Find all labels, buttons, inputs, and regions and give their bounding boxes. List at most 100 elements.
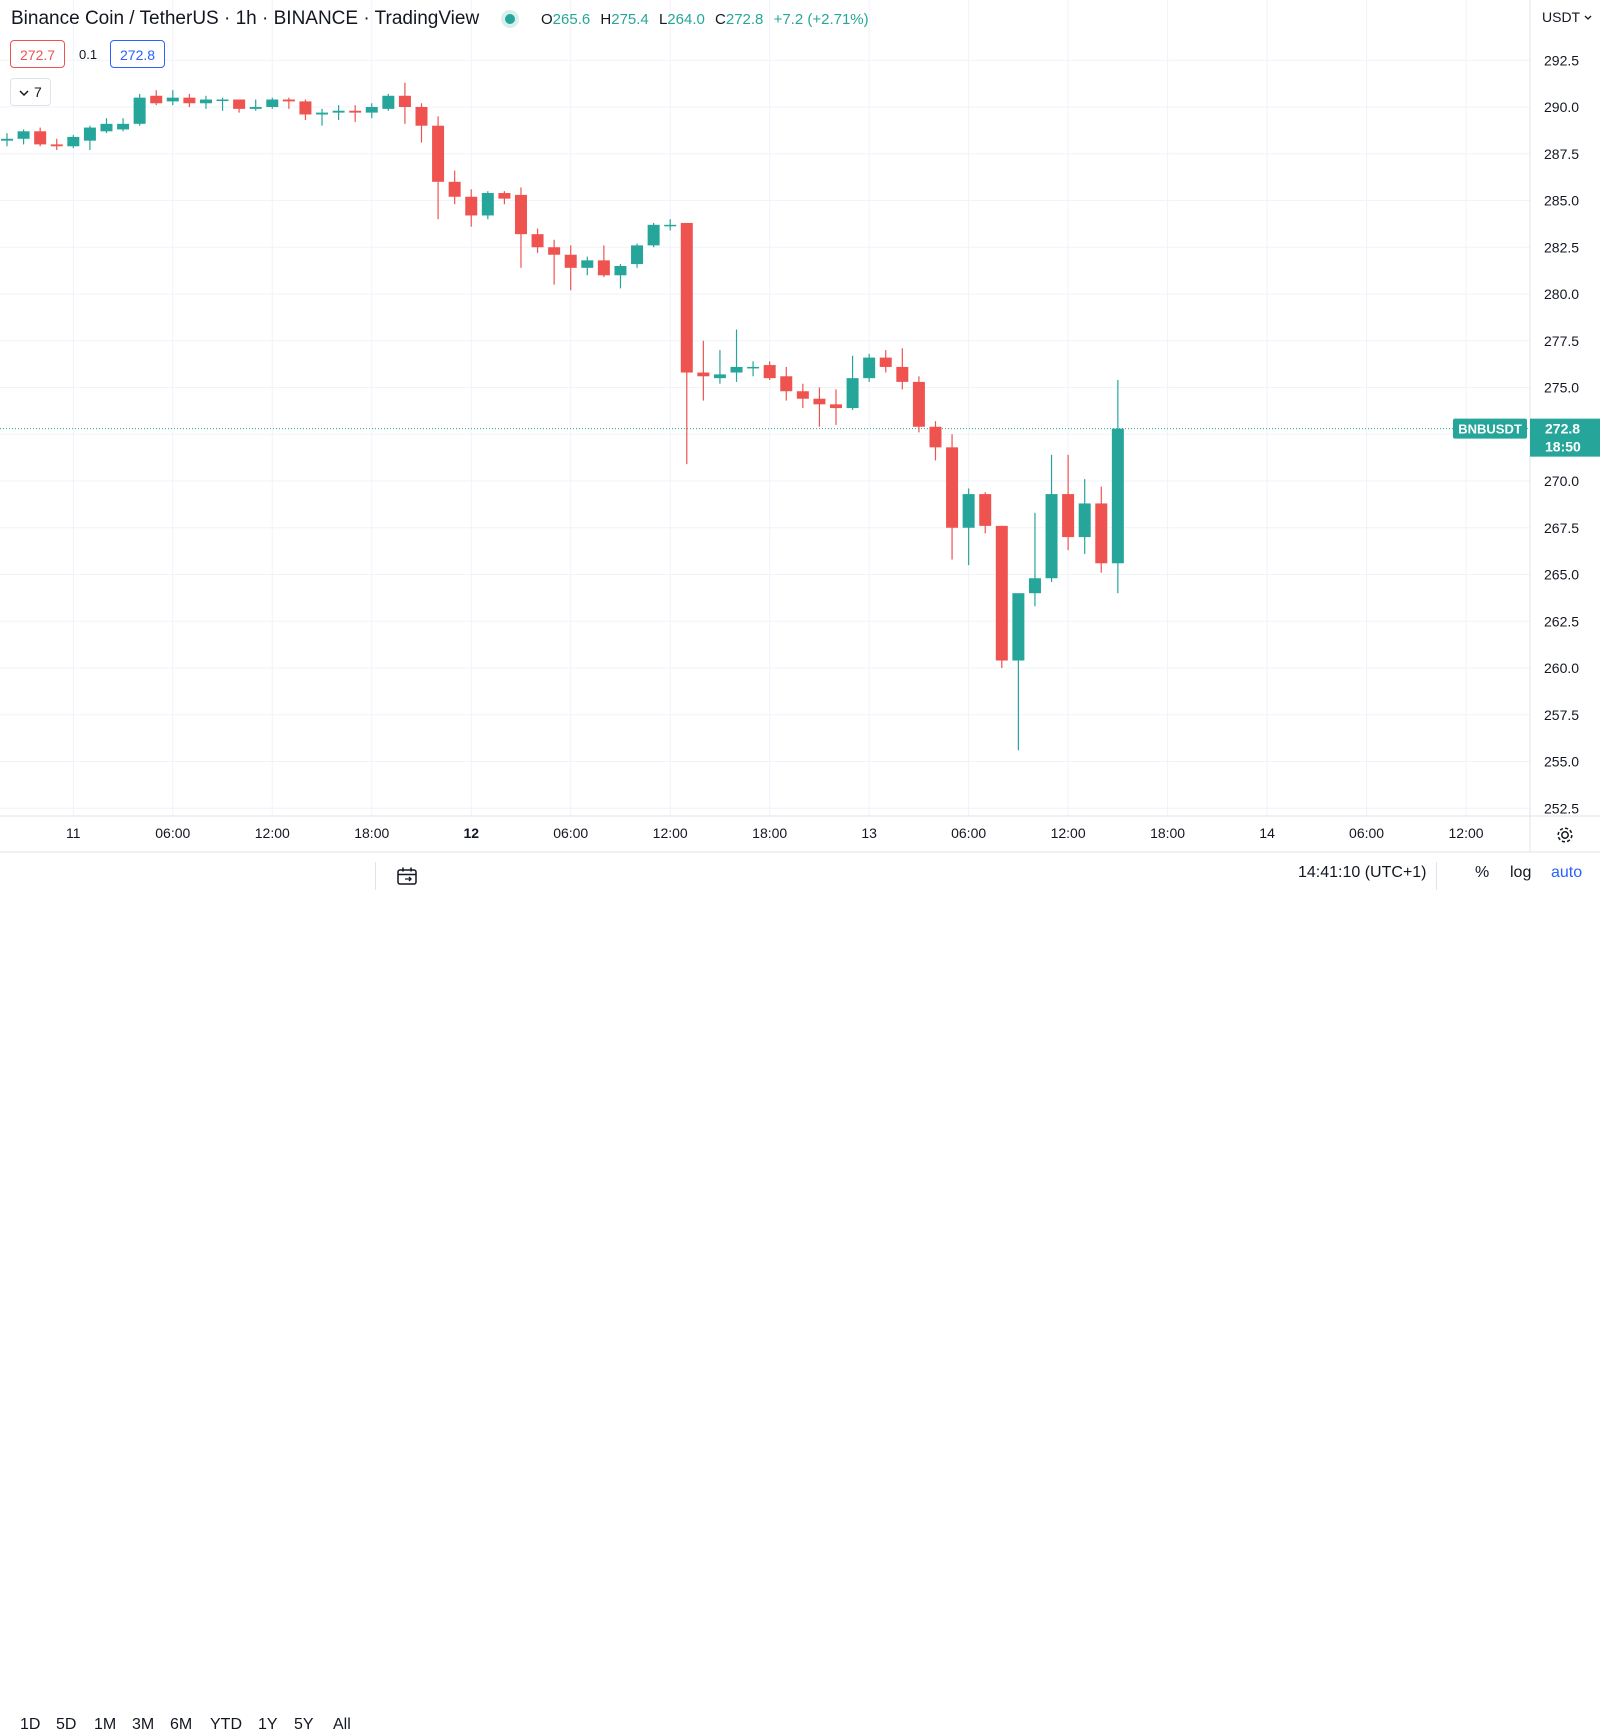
candle-body[interactable] (299, 101, 312, 115)
candle-body[interactable] (349, 110, 362, 113)
candle-body[interactable] (514, 194, 527, 235)
candle-body[interactable] (382, 95, 395, 109)
x-tick-label: 11 (66, 825, 81, 841)
candle-body[interactable] (498, 193, 511, 199)
candle-body[interactable] (365, 107, 378, 113)
chart-title: Binance Coin / TetherUS · 1h · BINANCE ·… (11, 8, 480, 29)
candle-body[interactable] (67, 136, 80, 147)
candle-body[interactable] (249, 107, 262, 109)
candle-body[interactable] (912, 381, 925, 427)
candle-body[interactable] (332, 110, 345, 113)
sell-button[interactable]: 272.7 (10, 40, 66, 68)
candle-body[interactable] (879, 357, 892, 367)
candle-body[interactable] (780, 376, 793, 392)
candle-body[interactable] (34, 131, 47, 145)
candle-body[interactable] (316, 112, 329, 115)
range-3m-button[interactable]: 3M (132, 1716, 155, 1733)
candle-body[interactable] (481, 193, 494, 216)
candle-body[interactable] (647, 224, 660, 246)
candle-body[interactable] (133, 97, 146, 124)
candle-body[interactable] (83, 127, 96, 141)
range-1d-button[interactable]: 1D (20, 1716, 41, 1733)
candle-body[interactable] (166, 97, 179, 102)
candle-body[interactable] (846, 378, 859, 409)
candle-body[interactable] (929, 426, 942, 448)
candle-body[interactable] (946, 447, 959, 528)
candle-body[interactable] (531, 234, 544, 248)
range-1m-button[interactable]: 1M (94, 1716, 117, 1733)
candle-body[interactable] (1045, 494, 1058, 579)
range-5d-button[interactable]: 5D (56, 1716, 77, 1733)
candle-body[interactable] (1012, 593, 1025, 661)
toolbar-divider (375, 862, 376, 890)
open-label: O (541, 11, 553, 28)
candle-body[interactable] (747, 366, 760, 369)
candle-body[interactable] (1111, 428, 1124, 564)
candlestick-chart[interactable]: 252.5 255.0 257.5 260.0 262.5 265.0 267.5 270.0… (0, 0, 1600, 900)
clock-display[interactable]: 14:41:10 (UTC+1) (1298, 864, 1427, 881)
candle-body[interactable] (1078, 503, 1091, 538)
range-6m-button[interactable]: 6M (170, 1716, 193, 1733)
candle-body[interactable] (763, 365, 776, 379)
candle-body[interactable] (830, 404, 842, 409)
calendar-range-icon[interactable] (396, 866, 418, 886)
y-tick-label: 277.5 (1544, 333, 1579, 349)
candle-body[interactable] (697, 372, 710, 377)
candle-body[interactable] (183, 97, 196, 104)
candle-body[interactable] (282, 99, 295, 102)
candle-body[interactable] (216, 99, 229, 102)
candle-body[interactable] (863, 357, 876, 379)
candle-body[interactable] (398, 95, 411, 107)
y-tick-label: 287.5 (1544, 146, 1579, 162)
candle-body[interactable] (432, 125, 445, 182)
candle-body[interactable] (813, 398, 826, 405)
x-tick-label: 06:00 (1349, 825, 1384, 841)
range-all-button[interactable]: All (333, 1716, 351, 1733)
auto-scale-toggle[interactable]: auto (1551, 864, 1583, 881)
range-1y-button[interactable]: 1Y (258, 1716, 278, 1733)
candle-body[interactable] (664, 224, 677, 227)
gear-icon[interactable] (1554, 824, 1576, 846)
candle-body[interactable] (117, 123, 130, 130)
y-tick-label: 262.5 (1544, 613, 1579, 629)
candle-body[interactable] (581, 260, 594, 268)
candle-body[interactable] (995, 525, 1008, 661)
x-tick-label: 12:00 (1449, 825, 1484, 841)
candle-body[interactable] (564, 254, 577, 268)
log-scale-toggle[interactable]: log (1510, 864, 1532, 881)
candle-body[interactable] (548, 247, 561, 255)
candle-body[interactable] (266, 99, 279, 107)
candle-body[interactable] (597, 260, 610, 276)
candle-body[interactable] (680, 222, 693, 373)
candle-body[interactable] (796, 391, 809, 399)
candle-body[interactable] (631, 245, 644, 265)
low-label: L (658, 11, 668, 28)
candle-body[interactable] (713, 374, 726, 379)
candle-body[interactable] (50, 144, 63, 147)
candle-body[interactable] (17, 131, 30, 139)
candle-body[interactable] (448, 181, 461, 197)
symbol-tag-label: BNBUSDT (1458, 422, 1522, 437)
candle-body[interactable] (199, 99, 212, 104)
high-label: H (600, 11, 612, 28)
range-ytd-button[interactable]: YTD (210, 1716, 242, 1733)
candle-body[interactable] (465, 196, 478, 216)
candle-body[interactable] (962, 494, 975, 528)
currency-selector[interactable]: USDT (1542, 9, 1592, 25)
candle-body[interactable] (1095, 503, 1108, 564)
range-5y-button[interactable]: 5Y (294, 1716, 314, 1733)
candle-body[interactable] (1028, 578, 1041, 594)
percent-scale-toggle[interactable]: % (1475, 864, 1490, 881)
candle-body[interactable] (1062, 494, 1075, 538)
candle-body[interactable] (614, 265, 627, 276)
candle-body[interactable] (979, 494, 992, 526)
candle-body[interactable] (730, 366, 743, 373)
candle-body[interactable] (233, 99, 246, 109)
candle-body[interactable] (415, 107, 428, 126)
candle-body[interactable] (1, 138, 13, 141)
candle-body[interactable] (100, 123, 113, 132)
candle-body[interactable] (150, 95, 163, 104)
candle-body[interactable] (896, 366, 909, 382)
indicators-collapse-button[interactable]: 7 (10, 78, 51, 106)
buy-button[interactable]: 272.8 (110, 40, 166, 68)
